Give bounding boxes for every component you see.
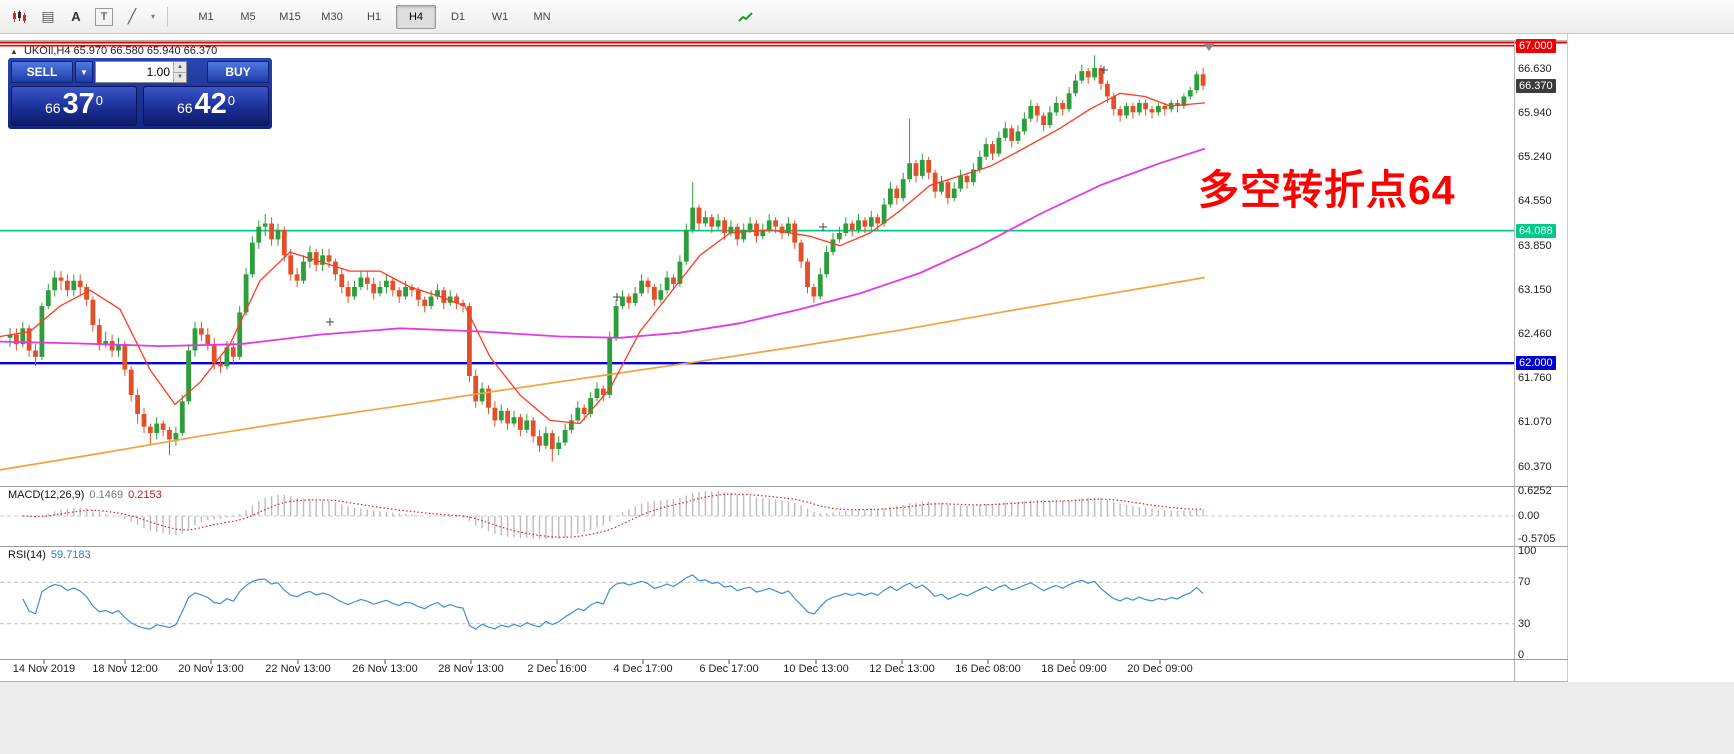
one-click-trading-panel: SELL ▼ ▲ ▼ BUY 66 37 0 66 42 0 [8, 58, 272, 129]
candlestick-chart-icon[interactable] [7, 5, 33, 29]
grid-icon[interactable]: ▤ [41, 8, 55, 24]
timeframe-M30[interactable]: M30 [321, 10, 343, 23]
macd-scale-label: -0.5705 [1518, 532, 1556, 545]
timeframe-W1[interactable]: W1 [491, 10, 509, 23]
time-axis-label: 16 Dec 08:00 [955, 663, 1021, 675]
time-axis-label: 4 Dec 17:00 [613, 663, 673, 675]
price-scale-label: 62.460 [1518, 328, 1552, 340]
ask-price-box[interactable]: 66 42 0 [143, 86, 269, 126]
toolbar-separator [167, 6, 168, 27]
time-axis-label: 22 Nov 13:00 [265, 663, 331, 675]
bid-whole: 66 [44, 100, 61, 116]
time-axis-label: 18 Dec 09:00 [1041, 663, 1107, 675]
price-level-badge: 66.370 [1516, 78, 1556, 93]
bid-frac: 0 [95, 93, 104, 108]
macd-signal-value: 0.2153 [128, 489, 162, 501]
volume-dropdown-button[interactable]: ▼ [75, 61, 93, 83]
text-box-icon[interactable]: T [91, 5, 117, 29]
rsi-scale-label: 70 [1518, 576, 1531, 589]
price-level-badge: 64.088 [1516, 223, 1556, 238]
volume-spinner: ▲ ▼ [173, 62, 186, 82]
chart-annotation-text: 多空转折点64 [1198, 167, 1456, 213]
price-scale-label: 65.940 [1518, 107, 1552, 120]
timeframe-M1[interactable]: M1 [198, 10, 214, 23]
rsi-scale-label: 30 [1518, 617, 1531, 630]
timeframe-H1[interactable]: H1 [366, 10, 382, 23]
timeframe-buttons: M1 M5 M15 M30 H1 H4 D1 W1 MN [185, 4, 563, 29]
rsi-scale-label: 0 [1518, 649, 1525, 661]
ask-whole: 66 [176, 100, 193, 116]
price-scale-label: 66.630 [1518, 63, 1552, 76]
trade-panel-spacer [187, 61, 207, 83]
time-axis-label: 28 Nov 13:00 [438, 663, 504, 675]
time-axis-label: 20 Nov 13:00 [178, 663, 244, 675]
time-axis-label: 12 Dec 13:00 [869, 663, 935, 675]
rsi-name: RSI(14) [8, 549, 46, 561]
macd-indicator-label: MACD(12,26,9) 0.1469 0.2153 [8, 489, 162, 501]
text-label-icon[interactable]: A [71, 9, 81, 24]
price-scale-label: 60.370 [1518, 460, 1552, 473]
chart-header: ▲ UKOIl,H4 65.970 66.580 65.940 66.370 [10, 45, 217, 57]
symbol-arrow-icon: ▲ [10, 47, 18, 56]
volume-down-button[interactable]: ▼ [173, 72, 186, 82]
volume-field-wrap: ▲ ▼ [95, 61, 187, 83]
timeframe-M5[interactable]: M5 [240, 10, 256, 23]
rsi-scale-label: 100 [1518, 545, 1537, 557]
time-axis-label: 20 Dec 09:00 [1127, 663, 1193, 675]
price-scale-label: 64.550 [1518, 195, 1552, 208]
price-scale-label: 61.760 [1518, 372, 1552, 385]
symbol-period-label: UKOIl,H4 [23, 45, 71, 57]
macd-scale-label: 0.6252 [1518, 484, 1552, 497]
time-axis-label: 6 Dec 17:00 [699, 663, 759, 675]
volume-up-button[interactable]: ▲ [173, 62, 186, 73]
time-axis-label: 14 Nov 2019 [12, 663, 76, 675]
price-level-badge: 62.000 [1516, 356, 1556, 371]
time-axis-label: 10 Dec 13:00 [783, 663, 849, 675]
timeframe-MN[interactable]: MN [533, 10, 551, 23]
price-scale-label: 61.070 [1518, 416, 1552, 429]
text-box-glyph: T [95, 7, 113, 26]
ask-pips: 42 [194, 88, 227, 120]
green-line-glyph [738, 11, 753, 22]
timeframe-M15[interactable]: M15 [279, 10, 301, 23]
price-scale-label: 65.240 [1518, 151, 1552, 164]
line-tools-icon[interactable]: ╱ [127, 8, 137, 24]
macd-name: MACD(12,26,9) [8, 489, 85, 501]
trade-prices-row: 66 37 0 66 42 0 [11, 86, 269, 126]
bottom-strip [0, 682, 1734, 754]
macd-main-value: 0.1469 [89, 489, 124, 501]
time-axis-label: 26 Nov 13:00 [352, 663, 418, 675]
timeframe-H4[interactable]: H4 [396, 4, 436, 29]
price-scale[interactable]: 66.630 65.940 65.240 64.550 63.850 63.150 62.4… [1516, 0, 1568, 682]
timeframe-D1[interactable]: D1 [450, 10, 466, 23]
top-toolbar: ▤ A T ╱ ▾ M1 M5 M15 M30 H1 H4 D1 W1 MN [0, 0, 1734, 34]
ohlc-values: 65.970 66.580 65.940 66.370 [73, 45, 218, 57]
time-axis-label: 18 Nov 12:00 [92, 663, 158, 675]
volume-input[interactable] [96, 62, 186, 82]
candlestick-chart-glyph [13, 10, 26, 23]
ask-frac: 0 [227, 93, 236, 108]
bid-price-box[interactable]: 66 37 0 [11, 86, 137, 126]
rsi-value: 59.7183 [50, 549, 91, 561]
price-scale-label: 63.150 [1518, 284, 1552, 297]
sell-button[interactable]: SELL [11, 61, 73, 83]
price-level-badge: 67.000 [1516, 38, 1556, 53]
buy-button[interactable]: BUY [207, 61, 269, 83]
price-scale-label: 63.850 [1518, 239, 1552, 252]
line-tools-caret-icon[interactable]: ▾ [150, 12, 155, 21]
time-axis-label: 2 Dec 16:00 [527, 663, 587, 675]
trade-controls-row: SELL ▼ ▲ ▼ BUY [11, 61, 269, 83]
macd-scale-label: 0.00 [1518, 510, 1540, 522]
bid-pips: 37 [62, 88, 95, 120]
rsi-indicator-label: RSI(14) 59.7183 [8, 549, 91, 561]
expert-advisor-icon[interactable] [733, 5, 759, 29]
